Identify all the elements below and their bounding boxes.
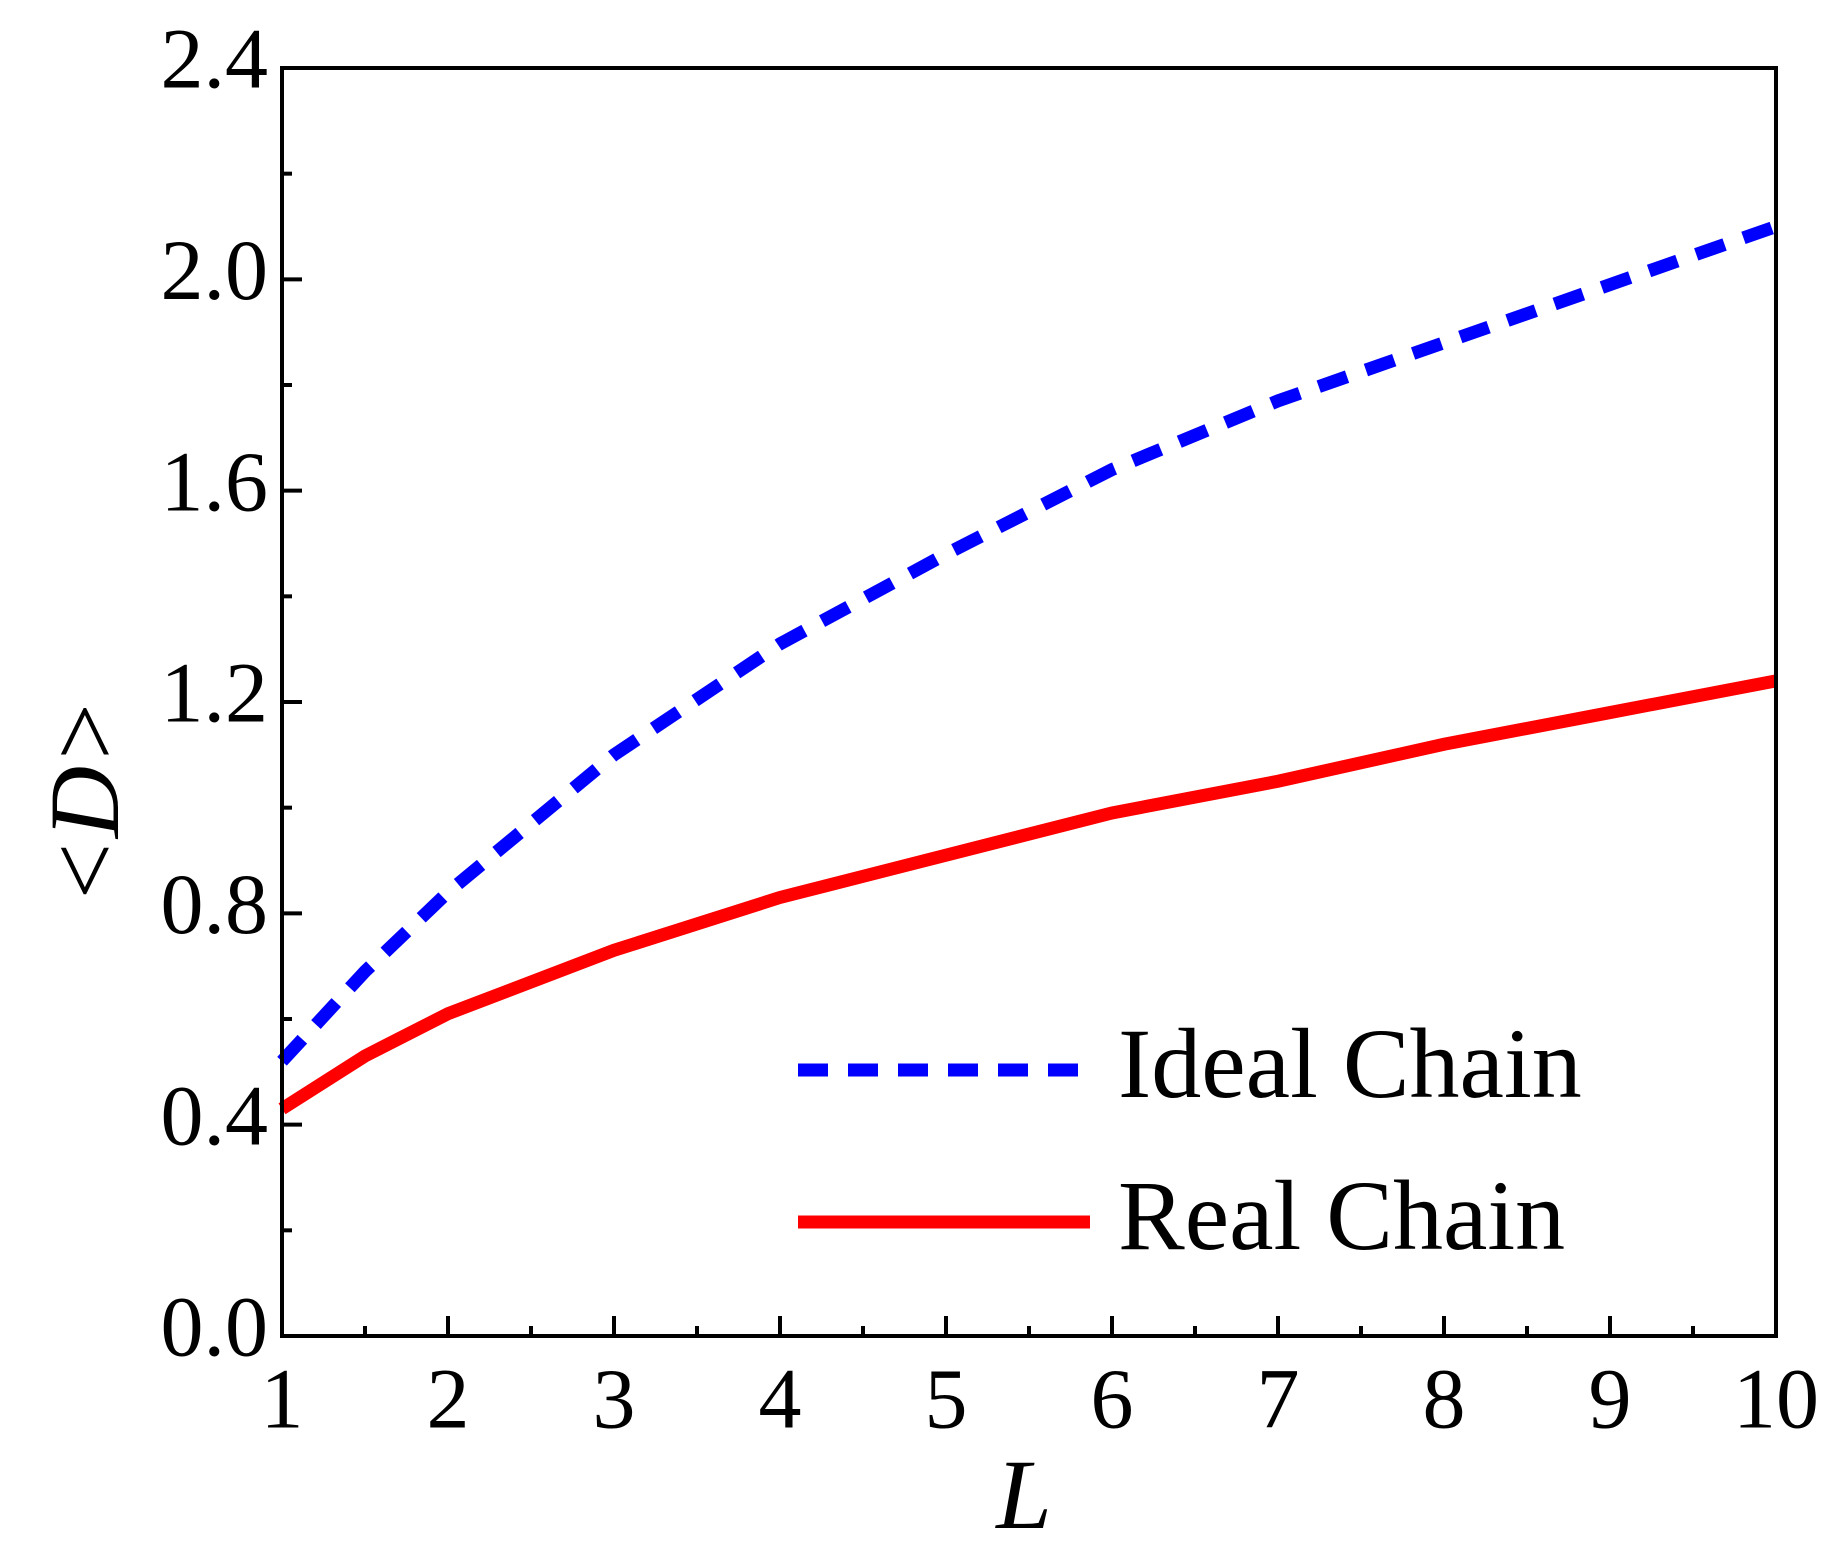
x-tick-label: 6 (1091, 1351, 1134, 1447)
x-tick-label: 3 (593, 1351, 636, 1447)
x-tick-label: 5 (925, 1351, 968, 1447)
y-tick-label: 2.4 (161, 11, 269, 107)
plot-frame (280, 66, 1778, 1338)
x-tick-label: 10 (1733, 1351, 1819, 1447)
y-tick-label: 2.0 (161, 222, 269, 318)
x-tick-label: 1 (261, 1351, 304, 1447)
legend-label: Real Chain (1118, 1160, 1565, 1271)
legend-label: Ideal Chain (1118, 1008, 1582, 1119)
x-tick-label: 2 (427, 1351, 470, 1447)
data-line (278, 674, 1778, 1115)
y-axis-label: <D> (29, 698, 140, 905)
y-tick-label: 0.8 (161, 856, 269, 952)
data-line (277, 220, 1779, 1066)
x-tick-label: 9 (1589, 1351, 1632, 1447)
y-tick-label: 1.6 (161, 433, 269, 529)
x-tick-label: 8 (1423, 1351, 1466, 1447)
y-tick-label: 0.4 (161, 1067, 269, 1163)
y-tick-label: 1.2 (161, 645, 269, 741)
y-tick-label: 0.0 (161, 1279, 269, 1375)
x-tick-label: 7 (1257, 1351, 1300, 1447)
x-axis-label: L (994, 1439, 1052, 1550)
x-tick-label: 4 (759, 1351, 802, 1447)
